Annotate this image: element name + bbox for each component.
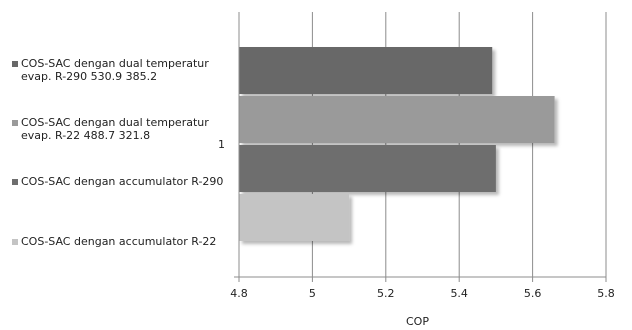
x-tick-label: 5.2: [377, 287, 395, 300]
x-tick-label: 5: [309, 287, 316, 300]
bar: [239, 194, 350, 241]
x-tick-label: 4.8: [230, 287, 248, 300]
legend-label: COS-SAC dengan dual temperatur evap. R-2…: [21, 57, 209, 83]
bar: [239, 145, 496, 192]
bar: [239, 96, 555, 143]
category-label: 1: [218, 138, 225, 151]
x-tick-label: 5.4: [450, 287, 468, 300]
legend-item: COS-SAC dengan accumulator R-22: [12, 235, 234, 248]
x-tick-label: 5.6: [524, 287, 542, 300]
legend-swatch: [12, 120, 18, 126]
legend-swatch: [12, 179, 18, 185]
legend-item: COS-SAC dengan dual temperatur evap. R-2…: [12, 57, 234, 83]
legend-swatch: [12, 61, 18, 67]
legend-swatch: [12, 239, 18, 245]
legend-item: COS-SAC dengan accumulator R-290: [12, 175, 234, 188]
x-tick-label: 5.8: [597, 287, 615, 300]
legend-label: COS-SAC dengan accumulator R-22: [21, 235, 217, 248]
bar: [239, 47, 493, 94]
legend-label: COS-SAC dengan accumulator R-290: [21, 175, 224, 188]
x-axis-title: COP: [406, 315, 429, 328]
legend-item: COS-SAC dengan dual temperatur evap. R-2…: [12, 116, 234, 142]
legend-label: COS-SAC dengan dual temperatur evap. R-2…: [21, 116, 209, 142]
